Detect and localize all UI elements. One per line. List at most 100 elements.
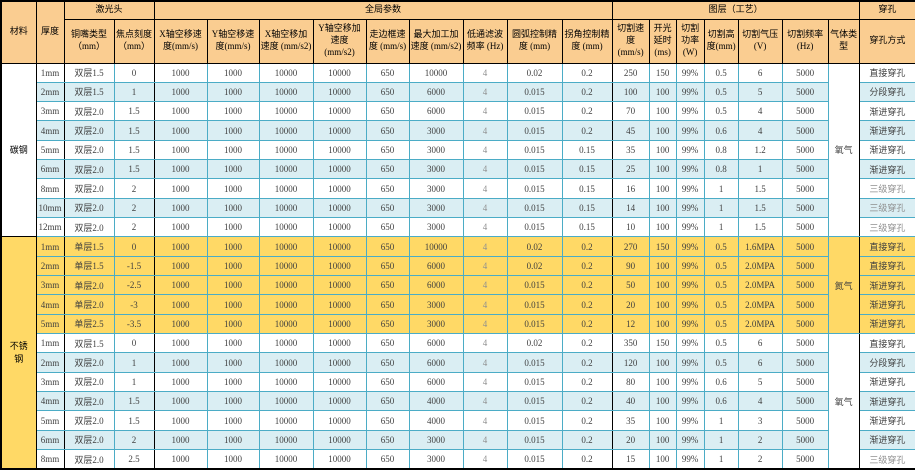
cell-thickness: 8mm [35,178,65,199]
cell-cut-freq: 5000 [781,81,829,103]
cell-frame-speed: 650 [365,159,410,180]
cell-frame-speed: 650 [365,217,410,238]
cell-x-speed: 1000 [153,449,208,470]
cell-max-acc: 10000 [408,62,464,83]
cell-x-speed: 1000 [153,371,208,393]
table-row: 3mm 双层2.0 1 1000 1000 10000 10000 650 6000 4 0.015… [1,371,915,393]
cell-max-acc: 3000 [408,159,464,180]
cell-nozzle: 双层2.0 [63,410,115,431]
cell-lowpass-hz: 4 [462,236,508,257]
cell-nozzle: 单层2.0 [63,275,115,296]
cell-cut-power: 99% [675,294,705,315]
cell-laser-on-delay: 150 [648,62,677,83]
cell-x-acc: 10000 [258,255,314,277]
cell-arc-precision: 0.015 [506,275,563,296]
cell-frame-speed: 650 [365,313,410,335]
cell-laser-on-delay: 100 [648,159,677,180]
gas-type-cell: 氮气 [827,236,860,335]
cell-lowpass-hz: 4 [462,275,508,296]
cell-lowpass-hz: 4 [462,352,508,373]
cell-cut-power: 99% [675,139,705,161]
cell-cut-pressure: 6 [737,62,783,83]
cell-cut-speed: 45 [611,120,650,141]
cell-nozzle: 双层2.0 [63,352,115,373]
cell-cut-freq: 5000 [781,333,829,354]
cell-lowpass-hz: 4 [462,159,508,180]
cell-x-speed: 1000 [153,197,208,219]
cell-max-acc: 6000 [408,255,464,277]
table-row: 10mm 双层2.0 2 1000 1000 10000 10000 650 3000 4 0.01… [1,197,915,219]
cell-pierce-mode: 直接穿孔 [858,333,915,354]
cell-laser-on-delay: 150 [648,236,677,257]
cell-cut-speed: 15 [611,449,650,470]
cell-arc-precision: 0.015 [506,391,563,412]
cell-cut-power: 99% [675,275,705,296]
cell-focal: 2 [113,178,155,199]
cell-cut-pressure: 2.0MPA [737,313,783,335]
cell-x-speed: 1000 [153,62,208,83]
cell-nozzle: 双层2.0 [63,197,115,219]
cell-laser-on-delay: 100 [648,391,677,412]
cell-focal: 1 [113,352,155,373]
cell-cut-power: 99% [675,391,705,412]
cell-thickness: 4mm [35,294,65,315]
cell-laser-on-delay: 100 [648,217,677,238]
cell-lowpass-hz: 4 [462,101,508,122]
cell-lowpass-hz: 4 [462,62,508,83]
cell-corner-precision: 0.2 [561,62,613,83]
cell-cut-speed: 350 [611,333,650,354]
cell-y-acc: 10000 [312,159,367,180]
cell-thickness: 2mm [35,255,65,277]
cell-cut-height: 0.5 [703,313,739,335]
table-row: 1mm 双层1.5 0 1000 1000 10000 10000 650 6000 4 0.02 0… [1,333,915,470]
cell-cut-speed: 20 [611,429,650,451]
cell-y-acc: 10000 [312,255,367,277]
cell-x-speed: 1000 [153,178,208,199]
cell-x-acc: 10000 [258,449,314,470]
cell-arc-precision: 0.015 [506,410,563,431]
cell-arc-precision: 0.02 [506,255,563,277]
cell-frame-speed: 650 [365,333,410,354]
cell-nozzle: 单层2.5 [63,313,115,335]
cell-laser-on-delay: 100 [648,313,677,335]
cell-y-acc: 10000 [312,449,367,470]
cell-cut-pressure: 1.5 [737,178,783,199]
cell-arc-precision: 0.015 [506,217,563,238]
cell-y-acc: 10000 [312,81,367,103]
column-header: 切割气压 (V) [737,18,783,64]
cell-focal: -3.5 [113,313,155,335]
cell-y-acc: 10000 [312,236,367,257]
group-header: 激光头 [63,0,155,20]
cell-y-acc: 10000 [312,139,367,161]
cell-x-acc: 10000 [258,217,314,238]
cell-cut-speed: 70 [611,101,650,122]
cell-y-acc: 10000 [312,178,367,199]
cell-frame-speed: 650 [365,371,410,393]
gas-type-cell: 氧气 [827,333,860,470]
cell-y-acc: 10000 [312,352,367,373]
cell-frame-speed: 650 [365,275,410,296]
cell-x-speed: 1000 [153,429,208,451]
cell-x-acc: 10000 [258,391,314,412]
cell-cut-freq: 5000 [781,352,829,373]
cell-corner-precision: 0.2 [561,294,613,315]
cell-max-acc: 3000 [408,139,464,161]
cell-cut-height: 1 [703,410,739,431]
table-row: 碳钢 1mm 双层1.5 0 1000 1000 10000 10000 650 10000 4 0.… [0,62,915,238]
cell-arc-precision: 0.015 [506,120,563,141]
cell-x-acc: 10000 [258,159,314,180]
cell-pierce-mode: 渐进穿孔 [858,313,915,335]
table-row: 5mm 双层2.0 1.5 1000 1000 10000 10000 650 4000 4 0.0… [1,410,915,431]
group-header: 图层（工艺） [611,0,860,20]
cell-y-acc: 10000 [312,410,367,431]
cell-focal: 1.5 [113,120,155,141]
cell-lowpass-hz: 4 [462,371,508,393]
cell-focal: 1.5 [113,159,155,180]
cell-corner-precision: 0.2 [561,449,613,470]
cell-laser-on-delay: 100 [648,449,677,470]
cell-focal: 2.5 [113,449,155,470]
cell-lowpass-hz: 4 [462,333,508,354]
cell-lowpass-hz: 4 [462,81,508,103]
cell-nozzle: 单层1.5 [63,255,115,277]
cell-frame-speed: 650 [365,391,410,412]
